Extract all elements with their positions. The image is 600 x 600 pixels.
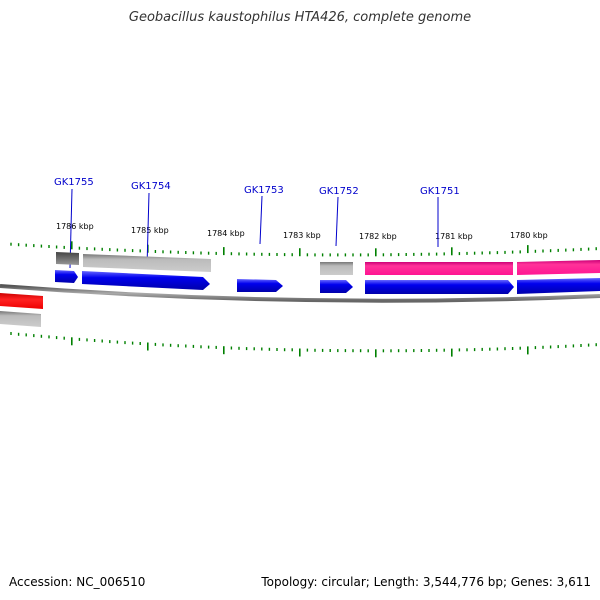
genome-title: Geobacillus kaustophilus HTA426, complet… [128,10,472,25]
scale-labels: 1786 kbp 1785 kbp 1784 kbp 1783 kbp 1782… [56,222,548,241]
cds-arrow-next[interactable] [517,278,600,294]
cds-arrow-gk1755[interactable] [55,270,78,283]
cds-arrow-gk1752[interactable] [320,280,353,293]
scale-label-1786: 1786 kbp [56,222,94,231]
scale-label-1781: 1781 kbp [435,232,473,241]
topology-summary: Topology: circular; Length: 3,544,776 bp… [261,575,591,589]
cds-arrow-gk1754[interactable] [82,271,210,290]
feature-pink-gk1751[interactable] [365,262,513,275]
gene-label-gk1754[interactable]: GK1754 [131,181,171,192]
gene-labels: GK1755 GK1754 GK1753 GK1752 GK1751 [54,177,460,197]
scale-label-1783: 1783 kbp [283,231,321,240]
accession-text: Accession: NC_006510 [9,575,146,589]
gene-label-gk1753[interactable]: GK1753 [244,185,284,196]
scale-label-1780: 1780 kbp [510,231,548,240]
gene-label-gk1751[interactable]: GK1751 [420,186,460,197]
feature-red-left[interactable] [0,293,43,309]
cds-arrow-gk1753[interactable] [237,279,283,292]
upper-feature-track [56,252,600,275]
outer-tick-track [10,241,597,257]
scale-label-1785: 1785 kbp [131,226,169,235]
leader-line-gk1753 [259,195,263,245]
feature-dark-gk1755[interactable] [56,252,79,265]
feature-grey-left[interactable] [0,311,41,327]
scale-label-1782: 1782 kbp [359,232,397,241]
feature-grey-gk1752[interactable] [320,262,353,275]
gene-label-gk1755[interactable]: GK1755 [54,177,94,188]
feature-grey-gk1754[interactable] [83,254,211,272]
leader-line-gk1752 [335,196,339,247]
left-edge-features [0,293,43,327]
gene-label-gk1752[interactable]: GK1752 [319,186,359,197]
feature-pink-next[interactable] [517,260,600,275]
cds-arrow-gk1751[interactable] [365,280,514,294]
scale-label-1784: 1784 kbp [207,229,245,238]
inner-tick-track [10,332,597,358]
forward-cds-track [55,270,600,294]
genome-backbone [0,284,600,303]
leader-line-gk1754 [146,192,150,268]
